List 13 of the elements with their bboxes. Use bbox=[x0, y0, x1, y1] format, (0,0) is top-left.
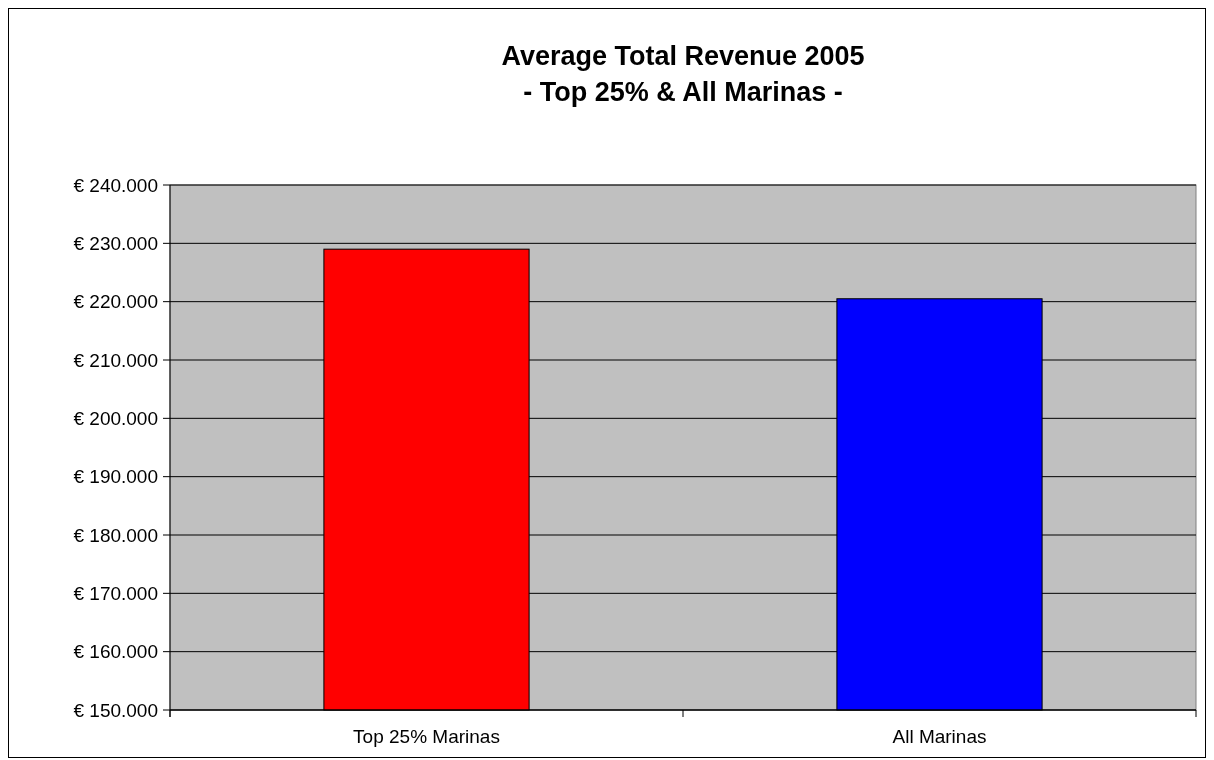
chart-title: Average Total Revenue 2005 - Top 25% & All Marinas - bbox=[501, 41, 865, 107]
x-tick-label: Top 25% Marinas bbox=[353, 726, 500, 747]
x-tick-label: All Marinas bbox=[892, 726, 987, 747]
y-tick-label: € 220.000 bbox=[73, 291, 158, 313]
y-tick-label: € 160.000 bbox=[73, 641, 158, 663]
y-tick-label: € 150.000 bbox=[73, 699, 158, 721]
y-tick-label: € 200.000 bbox=[73, 407, 158, 429]
y-tick-label: € 210.000 bbox=[73, 349, 158, 371]
y-tick-label: € 240.000 bbox=[73, 174, 158, 196]
y-tick-label: € 180.000 bbox=[73, 524, 158, 546]
y-tick-label: € 230.000 bbox=[73, 232, 158, 254]
y-tick-label: € 190.000 bbox=[73, 466, 158, 488]
y-tick-label: € 170.000 bbox=[73, 582, 158, 604]
